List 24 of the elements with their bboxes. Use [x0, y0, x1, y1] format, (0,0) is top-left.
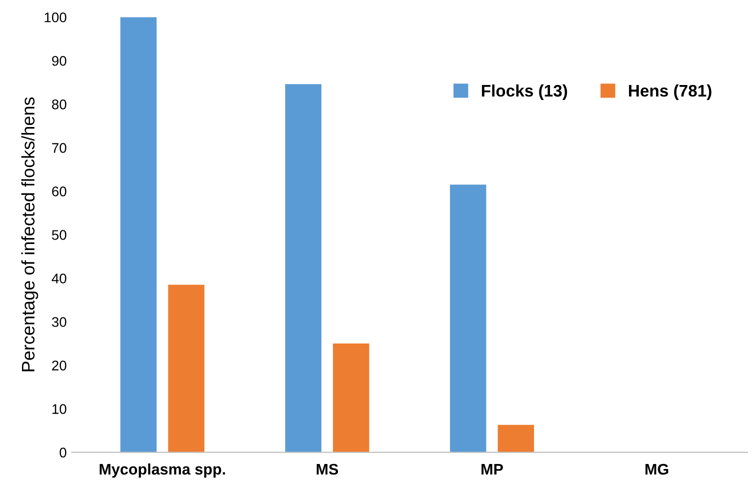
x-tick-label: MG	[646, 464, 668, 475]
y-tick-label: 70	[52, 143, 66, 153]
y-tick-label: 20	[52, 360, 66, 370]
x-tick-label: MS	[316, 464, 338, 475]
y-axis-title: Percentage of infected flocks/hens	[21, 97, 38, 372]
y-tick-label: 100	[44, 12, 66, 22]
y-tick-label: 10	[52, 404, 66, 414]
y-tick-label: 0	[60, 448, 66, 458]
bar	[120, 17, 157, 452]
x-tick-label: Mycoplasma spp.	[100, 463, 225, 478]
y-tick-label: 30	[52, 317, 66, 327]
legend-label: Hens (781)	[629, 84, 712, 100]
bar	[285, 84, 322, 452]
bar	[498, 424, 534, 452]
y-tick-label: 60	[52, 186, 66, 196]
bar	[332, 344, 370, 452]
y-tick-label: 80	[52, 99, 66, 110]
x-tick-label: MP	[482, 464, 503, 475]
legend-label: Flocks (13)	[482, 84, 568, 100]
y-tick-label: 90	[52, 56, 66, 66]
bar	[450, 184, 486, 452]
bar	[168, 284, 204, 452]
y-tick-label: 40	[52, 274, 66, 284]
y-tick-label: 50	[52, 230, 66, 240]
